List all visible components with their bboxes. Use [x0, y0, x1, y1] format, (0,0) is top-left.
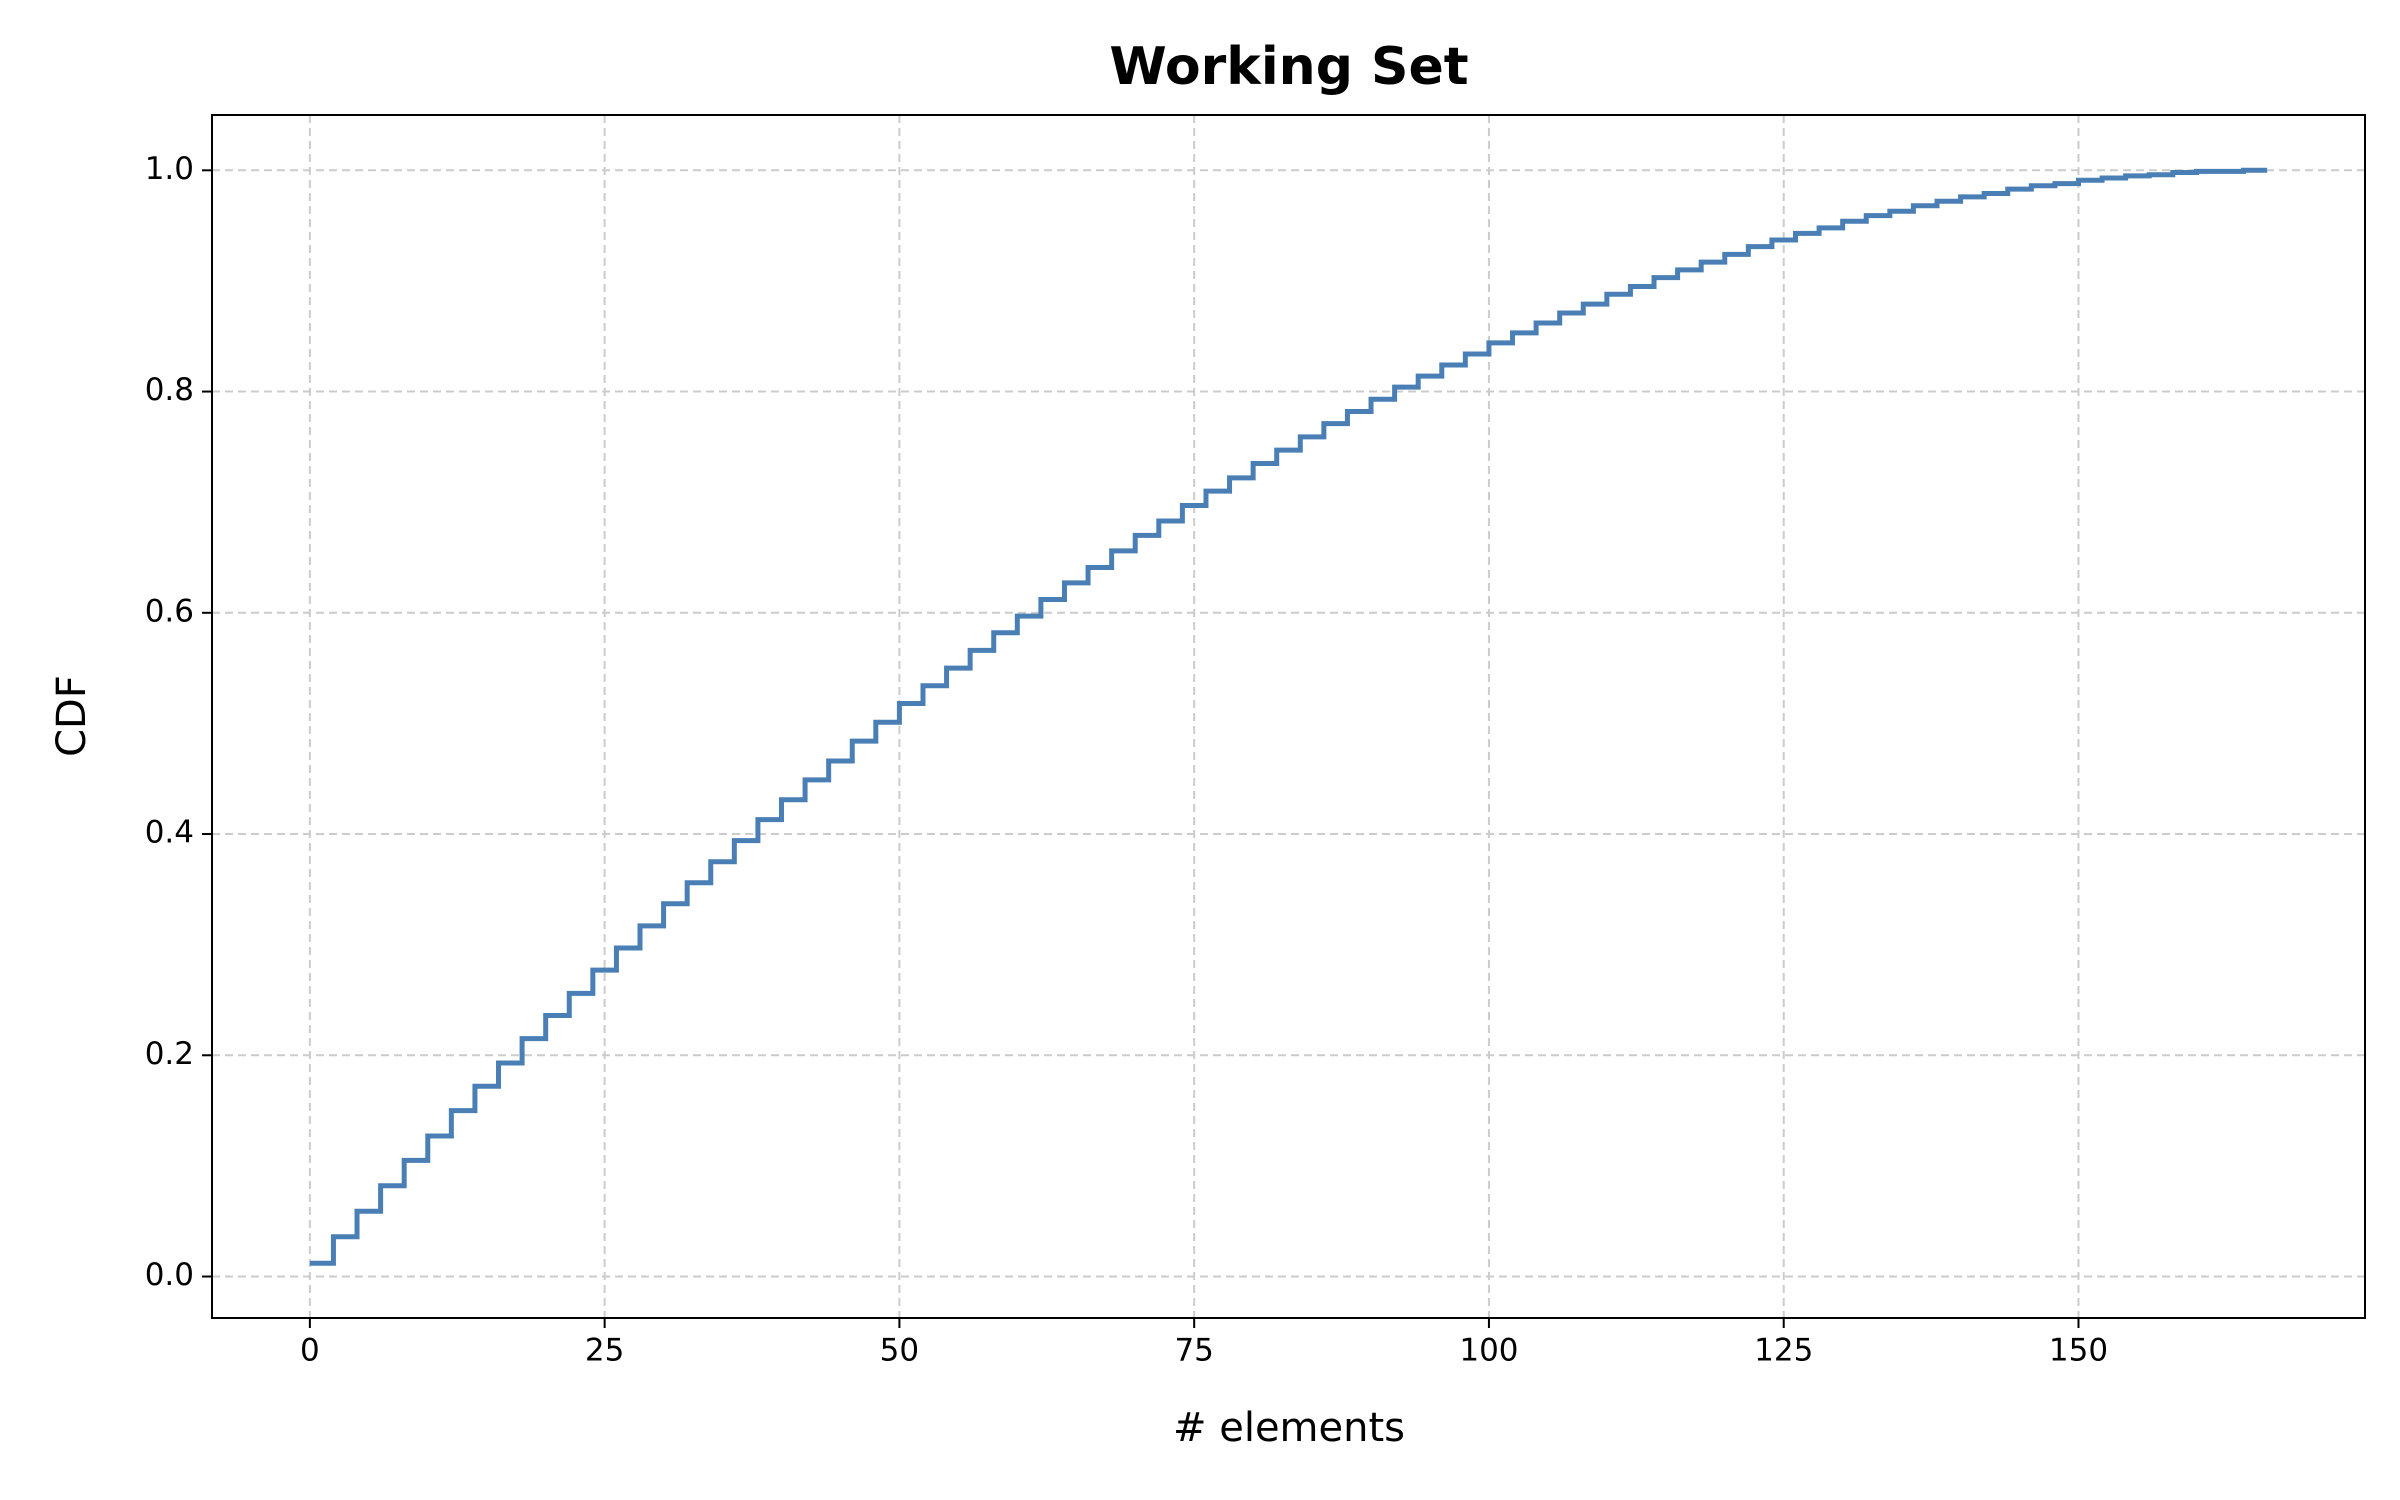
y-axis-label: CDF [49, 675, 95, 757]
y-tick-label: 0.6 [145, 593, 194, 629]
y-tick-label: 0.4 [145, 815, 194, 851]
x-tick-label: 0 [300, 1333, 320, 1369]
y-tick-label: 0.0 [145, 1257, 194, 1293]
y-tick-label: 0.2 [145, 1036, 194, 1072]
x-tick-label: 25 [585, 1333, 624, 1369]
x-tick-label: 100 [1459, 1333, 1518, 1369]
y-tick-label: 1.0 [145, 151, 194, 187]
x-tick-label: 75 [1174, 1333, 1213, 1369]
plot-frame [211, 114, 2366, 1319]
y-tick-label: 0.8 [145, 372, 194, 408]
x-tick-label: 125 [1754, 1333, 1813, 1369]
x-tick-label: 50 [880, 1333, 919, 1369]
chart-title: Working Set [1109, 37, 1468, 97]
cdf-line [309, 167, 2268, 1266]
x-axis-label: # elements [1173, 1405, 1405, 1451]
x-tick-label: 150 [2049, 1333, 2108, 1369]
